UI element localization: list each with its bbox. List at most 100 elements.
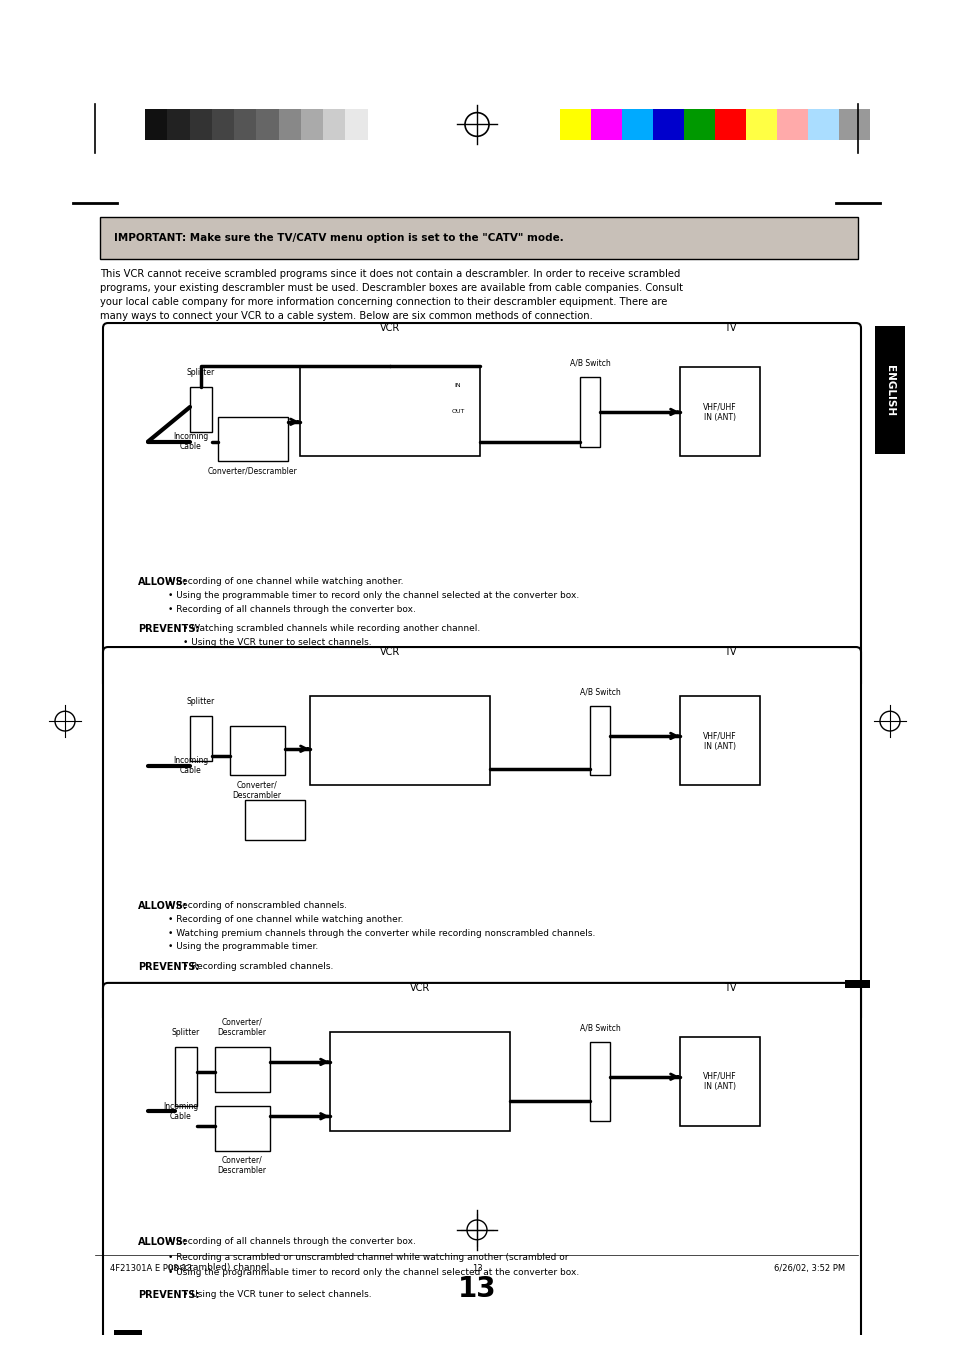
Text: 4F21301A E P08-13: 4F21301A E P08-13 (110, 1265, 192, 1274)
Text: VHF/UHF
IN (ANT): VHF/UHF IN (ANT) (702, 1071, 736, 1092)
Bar (212, 108, 233, 141)
Text: Splitter: Splitter (187, 697, 214, 707)
Text: • Recording of one channel while watching another.: • Recording of one channel while watchin… (168, 577, 403, 586)
Bar (214, 1047, 270, 1092)
Bar (367, 108, 390, 141)
Text: VCR: VCR (379, 647, 399, 657)
Bar (589, 707, 609, 775)
Text: This VCR cannot receive scrambled programs since it does not contain a descrambl: This VCR cannot receive scrambled progra… (100, 269, 682, 320)
Bar (745, 108, 776, 141)
Bar (559, 108, 590, 141)
Text: ALLOWS:: ALLOWS: (138, 577, 188, 586)
Bar (683, 108, 714, 141)
Bar (590, 108, 621, 141)
Text: • Using the VCR tuner to select channels.: • Using the VCR tuner to select channels… (183, 638, 372, 647)
Bar (652, 108, 683, 141)
Text: • Recording of all channels through the converter box.: • Recording of all channels through the … (168, 1236, 416, 1246)
Bar (256, 108, 278, 141)
Bar (330, 1032, 510, 1131)
Bar (113, 1329, 142, 1351)
Bar (145, 108, 167, 141)
Text: PREVENTS:: PREVENTS: (138, 1290, 199, 1300)
Bar (345, 108, 367, 141)
Bar (218, 417, 288, 461)
Text: 6/26/02, 3:52 PM: 6/26/02, 3:52 PM (773, 1265, 844, 1274)
Bar (807, 108, 838, 141)
Text: 4: 4 (121, 654, 134, 673)
Text: • Recording of all channels through the converter box.: • Recording of all channels through the … (168, 604, 416, 613)
Bar (230, 725, 285, 775)
Bar (679, 1038, 760, 1127)
Text: Converter/
Descrambler: Converter/ Descrambler (217, 1017, 266, 1038)
Text: TV: TV (723, 323, 736, 332)
Bar (113, 650, 142, 678)
Text: PREVENTS:: PREVENTS: (138, 962, 199, 973)
Text: • Using the programmable timer to record only the channel selected at the conver: • Using the programmable timer to record… (168, 1269, 578, 1278)
Bar (579, 377, 599, 446)
Bar (174, 1047, 196, 1106)
Bar (278, 108, 300, 141)
Bar (299, 367, 479, 457)
Bar (245, 800, 305, 840)
Text: • Using the programmable timer to record only the channel selected at the conver: • Using the programmable timer to record… (168, 590, 578, 600)
Text: 6: 6 (121, 1333, 134, 1351)
Text: TV: TV (723, 982, 736, 993)
Text: Converter/
Descrambler: Converter/ Descrambler (217, 1155, 266, 1175)
FancyBboxPatch shape (103, 323, 861, 689)
Bar (679, 696, 760, 785)
Text: • Recording of one channel while watching another.: • Recording of one channel while watchin… (168, 915, 403, 924)
Text: ALLOWS:: ALLOWS: (138, 901, 188, 911)
Bar (714, 108, 745, 141)
Text: • Using the VCR tuner to select channels.: • Using the VCR tuner to select channels… (183, 1290, 372, 1300)
Text: • Recording of nonscrambled channels.: • Recording of nonscrambled channels. (168, 901, 347, 911)
Bar (310, 696, 490, 785)
Bar (621, 108, 652, 141)
Bar (113, 984, 142, 1012)
Text: Splitter: Splitter (187, 369, 214, 377)
Text: Incoming
Cable: Incoming Cable (172, 755, 208, 775)
Bar (776, 108, 807, 141)
Text: IMPORTANT: Make sure the TV/CATV menu option is set to the "CATV" mode.: IMPORTANT: Make sure the TV/CATV menu op… (113, 234, 563, 243)
Bar (214, 1106, 270, 1151)
Bar (874, 326, 904, 454)
Bar (167, 108, 190, 141)
Bar (190, 716, 212, 761)
Text: • Using the programmable timer.: • Using the programmable timer. (168, 943, 318, 951)
Bar (300, 108, 323, 141)
Text: IN: IN (455, 382, 461, 388)
Bar (100, 218, 857, 259)
Text: • Recording a scrambled or unscrambled channel while watching another (scrambled: • Recording a scrambled or unscrambled c… (168, 1252, 568, 1273)
Bar (323, 108, 345, 141)
Text: • Recording scrambled channels.: • Recording scrambled channels. (183, 962, 333, 971)
Text: VCR: VCR (410, 982, 430, 993)
Text: Splitter: Splitter (172, 1028, 200, 1038)
Bar (233, 108, 256, 141)
Text: VCR: VCR (379, 323, 399, 332)
Bar (190, 108, 212, 141)
Text: PREVENTS:: PREVENTS: (138, 624, 199, 635)
Bar (589, 1042, 609, 1121)
Bar (679, 367, 760, 457)
Text: 13: 13 (471, 1265, 482, 1274)
Text: A/B Switch: A/B Switch (579, 688, 619, 696)
Text: Incoming
Cable: Incoming Cable (172, 432, 208, 451)
Text: A/B Switch: A/B Switch (569, 358, 610, 367)
Bar (838, 108, 869, 141)
Text: • Watching premium channels through the converter while recording nonscrambled c: • Watching premium channels through the … (168, 928, 595, 938)
Text: ALLOWS:: ALLOWS: (138, 1236, 188, 1247)
FancyBboxPatch shape (103, 984, 861, 1351)
Text: OUT: OUT (451, 409, 464, 415)
Bar (844, 979, 869, 988)
Text: 13: 13 (457, 1275, 496, 1304)
Text: 5: 5 (121, 988, 134, 1008)
FancyBboxPatch shape (103, 647, 861, 1023)
Bar (190, 388, 212, 432)
Text: Incoming
Cable: Incoming Cable (163, 1101, 198, 1121)
Text: ENGLISH: ENGLISH (884, 365, 894, 416)
Text: Converter/Descrambler: Converter/Descrambler (208, 466, 297, 476)
Text: VHF/UHF
IN (ANT): VHF/UHF IN (ANT) (702, 403, 736, 422)
Text: A/B Switch: A/B Switch (579, 1023, 619, 1032)
Text: TV: TV (723, 647, 736, 657)
Text: Converter/
Descrambler: Converter/ Descrambler (233, 781, 281, 800)
Text: VHF/UHF
IN (ANT): VHF/UHF IN (ANT) (702, 731, 736, 751)
